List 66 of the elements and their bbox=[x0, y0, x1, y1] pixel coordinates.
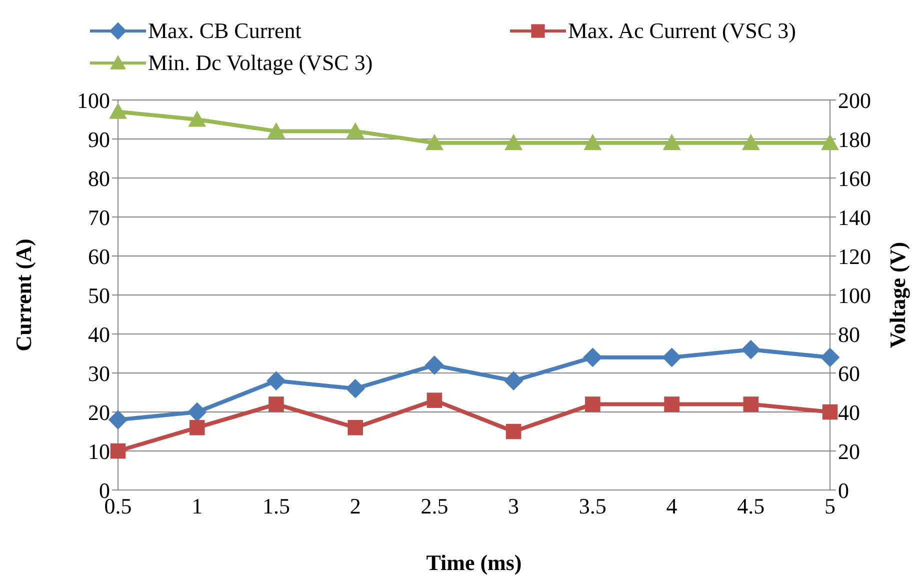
x-axis-title: Time (ms) bbox=[426, 550, 522, 575]
point bbox=[822, 404, 838, 420]
y2-tick-label: 40 bbox=[838, 400, 860, 425]
point bbox=[108, 410, 128, 430]
y2-tick-label: 120 bbox=[838, 244, 871, 269]
point bbox=[188, 402, 207, 422]
point bbox=[583, 348, 602, 367]
point bbox=[266, 371, 286, 390]
point bbox=[662, 134, 681, 150]
y2-tick-label: 0 bbox=[838, 478, 849, 503]
point bbox=[504, 371, 524, 390]
point bbox=[743, 396, 759, 412]
y2-tick-label: 60 bbox=[838, 360, 860, 386]
point bbox=[662, 348, 682, 367]
point bbox=[742, 134, 760, 150]
point bbox=[348, 420, 363, 436]
point bbox=[741, 340, 760, 360]
y-tick-label: 60 bbox=[88, 244, 110, 269]
legend-label: Max. CB Current bbox=[148, 18, 302, 44]
legend-label: Min. Dc Voltage (VSC 3) bbox=[148, 50, 373, 76]
y2-axis-title: Voltage (V) bbox=[884, 242, 910, 348]
point bbox=[268, 396, 284, 412]
y-axis-title: Current (A) bbox=[10, 238, 36, 352]
y-tick-label: 90 bbox=[88, 126, 110, 152]
point bbox=[110, 443, 126, 459]
point bbox=[820, 348, 840, 367]
y-tick-label: 100 bbox=[77, 88, 110, 113]
y2-tick-label: 180 bbox=[838, 126, 871, 152]
x-tick-label: 2 bbox=[350, 494, 361, 519]
y-tick-label: 40 bbox=[88, 322, 110, 347]
x-tick-label: 4.5 bbox=[737, 494, 765, 519]
point bbox=[584, 134, 602, 150]
point bbox=[267, 122, 286, 138]
y2-tick-label: 100 bbox=[838, 282, 871, 308]
y-tick-label: 80 bbox=[88, 166, 110, 191]
y-tick-label: 70 bbox=[88, 204, 110, 230]
y-tick-label: 20 bbox=[88, 400, 110, 425]
y-tick-label: 30 bbox=[88, 360, 110, 386]
point bbox=[346, 379, 365, 398]
point bbox=[664, 396, 680, 412]
point bbox=[424, 356, 444, 375]
x-tick-label: 4 bbox=[666, 494, 678, 519]
point bbox=[346, 122, 364, 138]
point bbox=[506, 424, 522, 440]
y2-tick-label: 200 bbox=[838, 88, 871, 113]
y-tick-label: 10 bbox=[88, 438, 110, 464]
x-tick-label: 1.5 bbox=[262, 494, 290, 519]
x-tick-label: 3 bbox=[508, 494, 520, 519]
y-tick-label: 50 bbox=[88, 282, 110, 308]
point bbox=[426, 392, 442, 408]
legend-label: Max. Ac Current (VSC 3) bbox=[568, 18, 796, 44]
y2-tick-label: 140 bbox=[838, 204, 871, 230]
x-tick-label: 2.5 bbox=[420, 494, 448, 519]
x-tick-label: 5 bbox=[824, 494, 836, 519]
y2-tick-label: 80 bbox=[838, 322, 860, 347]
point bbox=[504, 134, 523, 150]
point bbox=[189, 420, 205, 436]
y2-tick-label: 160 bbox=[838, 166, 871, 191]
x-tick-label: 3.5 bbox=[578, 494, 606, 519]
point bbox=[425, 134, 444, 150]
point bbox=[585, 396, 600, 412]
y2-tick-label: 20 bbox=[838, 438, 860, 464]
x-tick-label: 1 bbox=[192, 494, 203, 519]
point bbox=[821, 134, 839, 150]
point bbox=[188, 110, 206, 127]
point bbox=[109, 102, 127, 119]
